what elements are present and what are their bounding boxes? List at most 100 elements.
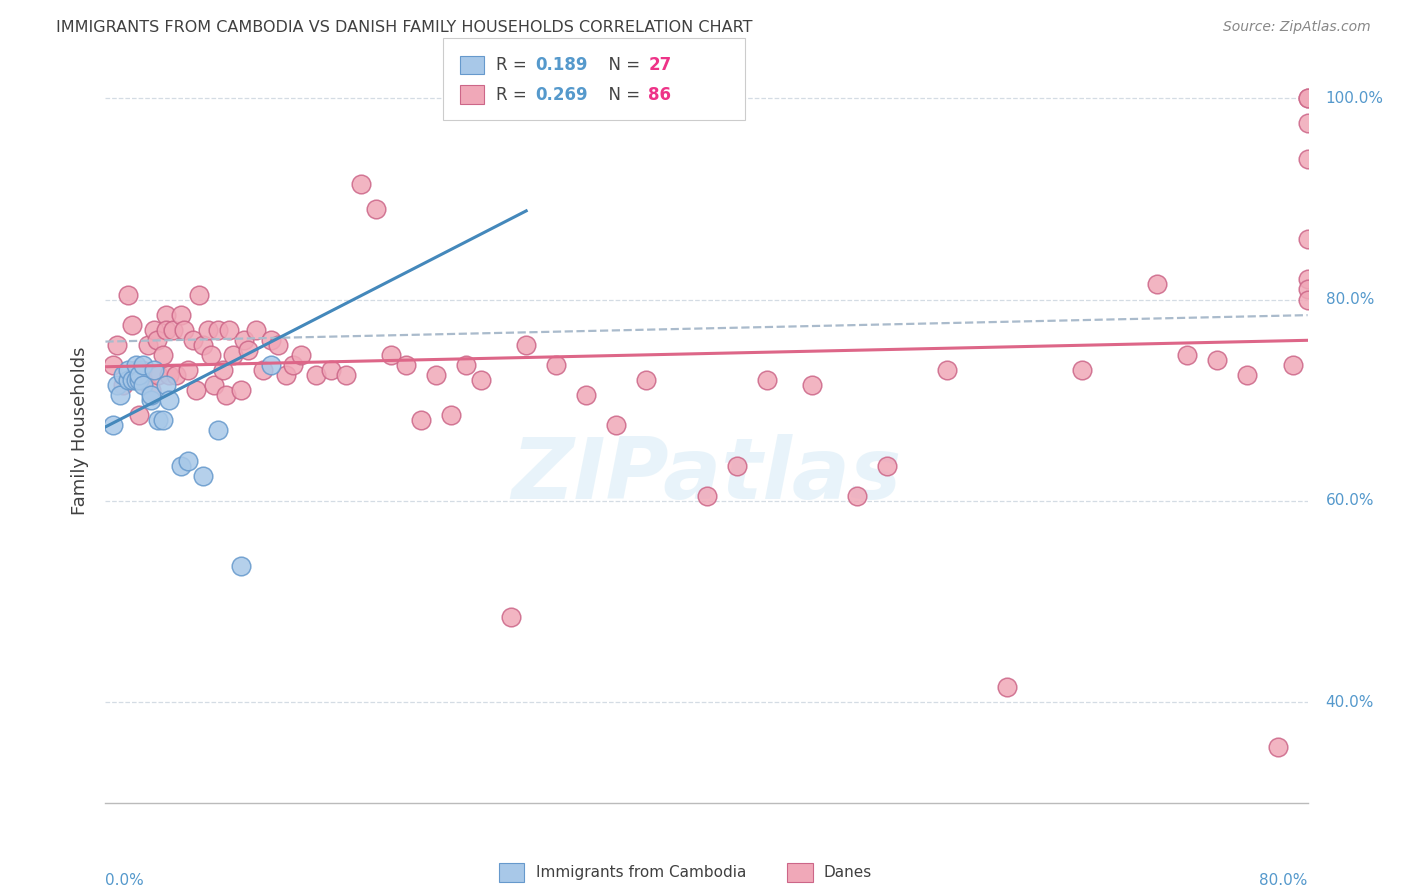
Point <box>136 338 159 352</box>
Point <box>146 368 169 382</box>
Text: 27: 27 <box>648 56 672 74</box>
Point <box>238 343 260 357</box>
Point <box>152 413 174 427</box>
Text: 80.0%: 80.0% <box>1260 873 1308 888</box>
Point <box>200 348 222 362</box>
Point <box>636 373 658 387</box>
Point <box>139 383 162 397</box>
Point <box>121 318 143 332</box>
Point <box>1296 152 1319 166</box>
Point <box>117 373 139 387</box>
Text: 60.0%: 60.0% <box>1326 493 1374 508</box>
Point <box>515 338 537 352</box>
Point <box>117 363 139 377</box>
Point <box>124 363 146 377</box>
Point <box>124 358 146 372</box>
Point <box>546 358 568 372</box>
Point <box>1071 363 1094 377</box>
Point <box>454 358 477 372</box>
Point <box>245 323 267 337</box>
Point <box>177 363 200 377</box>
Point <box>218 323 240 337</box>
Y-axis label: Family Households: Family Households <box>72 346 90 515</box>
Point <box>112 378 135 392</box>
Point <box>162 323 184 337</box>
Point <box>335 368 357 382</box>
Point <box>1206 353 1229 368</box>
Point <box>132 373 155 387</box>
Point <box>128 368 150 382</box>
Point <box>605 418 627 433</box>
Point <box>229 383 252 397</box>
Point <box>173 323 195 337</box>
Point <box>169 458 191 473</box>
Point <box>1267 740 1289 755</box>
Point <box>1296 283 1319 297</box>
Point <box>319 363 342 377</box>
Point <box>755 373 778 387</box>
Point <box>146 413 169 427</box>
Text: 0.0%: 0.0% <box>105 873 145 888</box>
Point <box>425 368 447 382</box>
Point <box>995 680 1018 694</box>
Point <box>395 358 418 372</box>
Point <box>145 333 167 347</box>
Point <box>107 338 129 352</box>
Point <box>177 453 200 467</box>
Point <box>187 287 209 301</box>
Point <box>207 323 229 337</box>
Point <box>101 418 124 433</box>
Point <box>252 363 274 377</box>
Point <box>845 489 868 503</box>
Point <box>169 308 191 322</box>
Point <box>157 368 180 382</box>
Point <box>1146 277 1168 292</box>
Point <box>155 378 177 392</box>
Point <box>1296 293 1319 307</box>
Point <box>131 363 153 377</box>
Point <box>1296 272 1319 286</box>
Point <box>152 348 174 362</box>
Point <box>1296 91 1319 105</box>
Point <box>181 333 204 347</box>
Point <box>290 348 312 362</box>
Point <box>800 378 823 392</box>
Point <box>142 323 165 337</box>
Point <box>283 358 305 372</box>
Point <box>128 373 150 387</box>
Point <box>142 363 165 377</box>
Point <box>222 348 245 362</box>
Point <box>575 388 598 402</box>
Text: Source: ZipAtlas.com: Source: ZipAtlas.com <box>1223 20 1371 34</box>
Text: R =: R = <box>496 56 533 74</box>
Point <box>725 458 748 473</box>
Point <box>155 323 177 337</box>
Point <box>260 333 283 347</box>
Point <box>132 378 155 392</box>
Point <box>260 358 283 372</box>
Text: 80.0%: 80.0% <box>1326 292 1374 307</box>
Point <box>1296 91 1319 105</box>
Text: 100.0%: 100.0% <box>1326 91 1384 106</box>
Point <box>274 368 297 382</box>
Text: 0.269: 0.269 <box>536 86 588 103</box>
Point <box>470 373 492 387</box>
Point <box>232 333 254 347</box>
Point <box>1175 348 1198 362</box>
Text: ZIPatlas: ZIPatlas <box>512 434 901 516</box>
Point <box>1281 358 1303 372</box>
Point <box>380 348 402 362</box>
Text: N =: N = <box>598 56 645 74</box>
Point <box>1236 368 1258 382</box>
Point <box>364 202 387 216</box>
Point <box>202 378 225 392</box>
Point <box>1296 232 1319 246</box>
Point <box>305 368 328 382</box>
Point <box>117 287 139 301</box>
Point <box>128 409 150 423</box>
Text: N =: N = <box>598 86 645 103</box>
Point <box>184 383 207 397</box>
Text: Immigrants from Cambodia: Immigrants from Cambodia <box>536 865 747 880</box>
Point <box>876 458 898 473</box>
Point <box>409 413 432 427</box>
